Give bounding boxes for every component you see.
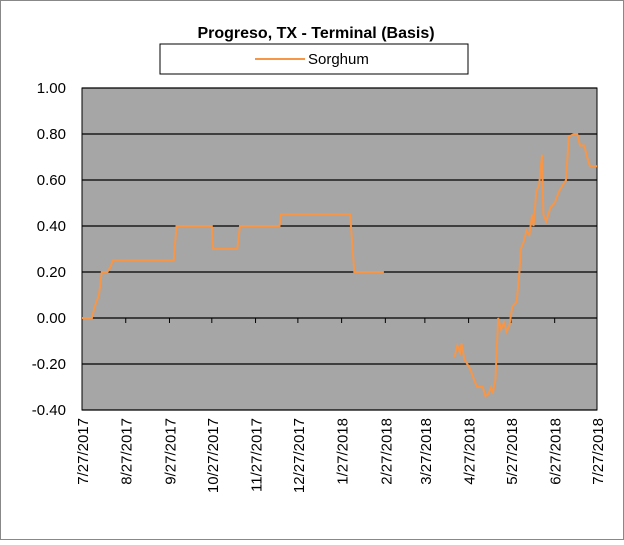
y-tick-label: 0.20: [37, 264, 66, 281]
y-tick-label: 0.80: [37, 126, 66, 143]
legend-label: Sorghum: [308, 51, 369, 68]
y-tick-label: 0.60: [37, 172, 66, 189]
x-tick-label: 2/27/2018: [378, 418, 395, 485]
x-tick-label: 1/27/2018: [335, 418, 352, 485]
y-tick-label: 0.00: [37, 310, 66, 327]
x-tick-label: 6/27/2018: [548, 418, 565, 485]
x-tick-label: 10/27/2017: [205, 418, 222, 493]
series-line: [82, 133, 597, 398]
y-tick-label: -0.20: [32, 356, 66, 373]
y-tick-label: 0.40: [37, 218, 66, 235]
plot-area: [81, 87, 598, 411]
x-tick-label: 9/27/2017: [162, 418, 179, 485]
x-tick-label: 8/27/2017: [119, 418, 136, 485]
x-tick-label: 3/27/2018: [418, 418, 435, 485]
y-tick-label: 1.00: [37, 80, 66, 97]
x-tick-label: 7/27/2017: [75, 418, 92, 485]
legend: [159, 43, 469, 75]
x-tick-label: 4/27/2018: [462, 418, 479, 485]
chart-title: Progreso, TX - Terminal (Basis): [197, 25, 434, 42]
x-tick-label: 12/27/2017: [291, 418, 308, 493]
y-tick-label: -0.40: [32, 402, 66, 419]
x-tick-label: 7/27/2018: [590, 418, 607, 485]
x-tick-label: 11/27/2017: [249, 418, 266, 492]
x-tick-label: 5/27/2018: [504, 418, 521, 485]
